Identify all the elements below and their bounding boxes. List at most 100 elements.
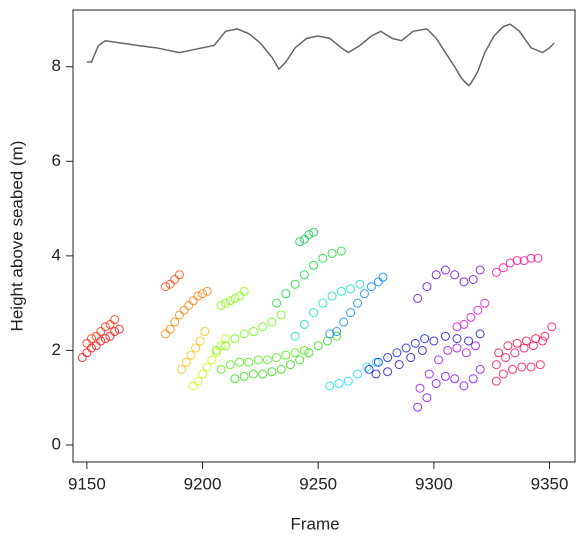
point [450,374,460,384]
point [105,319,115,329]
point [177,364,187,374]
point [239,371,249,381]
point [383,367,393,377]
point [531,334,541,344]
point [475,265,485,275]
point [309,227,319,237]
point [216,364,226,374]
point [188,296,198,306]
point [413,402,423,412]
point [281,289,291,299]
point [77,353,87,363]
point [191,343,201,353]
point [304,230,314,240]
point [184,301,194,311]
point [415,383,425,393]
point [464,336,474,346]
point [353,298,363,308]
point [295,355,305,365]
point [230,334,240,344]
point [353,369,363,379]
point [401,343,411,353]
point [503,341,513,351]
point [334,379,344,389]
point [336,246,346,256]
x-tick-label: 9200 [184,474,222,493]
point [82,348,92,358]
point [170,317,180,327]
y-tick-label: 6 [52,151,61,170]
point [473,305,483,315]
point [87,343,97,353]
point [267,317,277,327]
point [193,291,203,301]
point [202,286,212,296]
point [434,355,444,365]
point [420,334,430,344]
point [373,357,383,367]
point [290,348,300,358]
point [244,357,254,367]
point [174,310,184,320]
point [186,350,196,360]
point [225,296,235,306]
point [461,348,471,358]
point [327,291,337,301]
point [468,374,478,384]
point [526,362,536,372]
point [211,348,221,358]
point [480,298,490,308]
point [475,329,485,339]
point [161,282,171,292]
point [110,327,120,337]
point [295,237,305,247]
point [346,284,356,294]
point [498,263,508,273]
point [299,319,309,329]
line [86,23,555,87]
point [100,322,110,332]
point [179,305,189,315]
point [200,327,210,337]
point [491,267,501,277]
point [422,282,432,292]
point [343,376,353,386]
point [230,293,240,303]
point [459,277,469,287]
point [422,393,432,403]
point [373,277,383,287]
point [309,260,319,270]
x-tick-label: 9300 [415,474,453,493]
point [262,355,272,365]
point [466,312,476,322]
point [521,336,531,346]
point [394,360,404,370]
point [410,338,420,348]
point [188,381,198,391]
point [417,345,427,355]
point [336,286,346,296]
point [82,338,92,348]
point [378,272,388,282]
y-tick-label: 8 [52,56,61,75]
point [452,343,462,353]
point [221,341,231,351]
y-axis-label: Height above seabed (m) [7,141,26,332]
point [364,364,374,374]
point [248,369,258,379]
plot-frame [72,9,576,463]
point [501,353,511,363]
point [285,360,295,370]
point [276,364,286,374]
point [161,329,171,339]
point [510,348,520,358]
y-tick-label: 2 [52,340,61,359]
point [346,308,356,318]
point [198,369,208,379]
point [207,355,217,365]
point [100,334,110,344]
point [309,308,319,318]
point [424,369,434,379]
point [267,367,277,377]
point [429,336,439,346]
